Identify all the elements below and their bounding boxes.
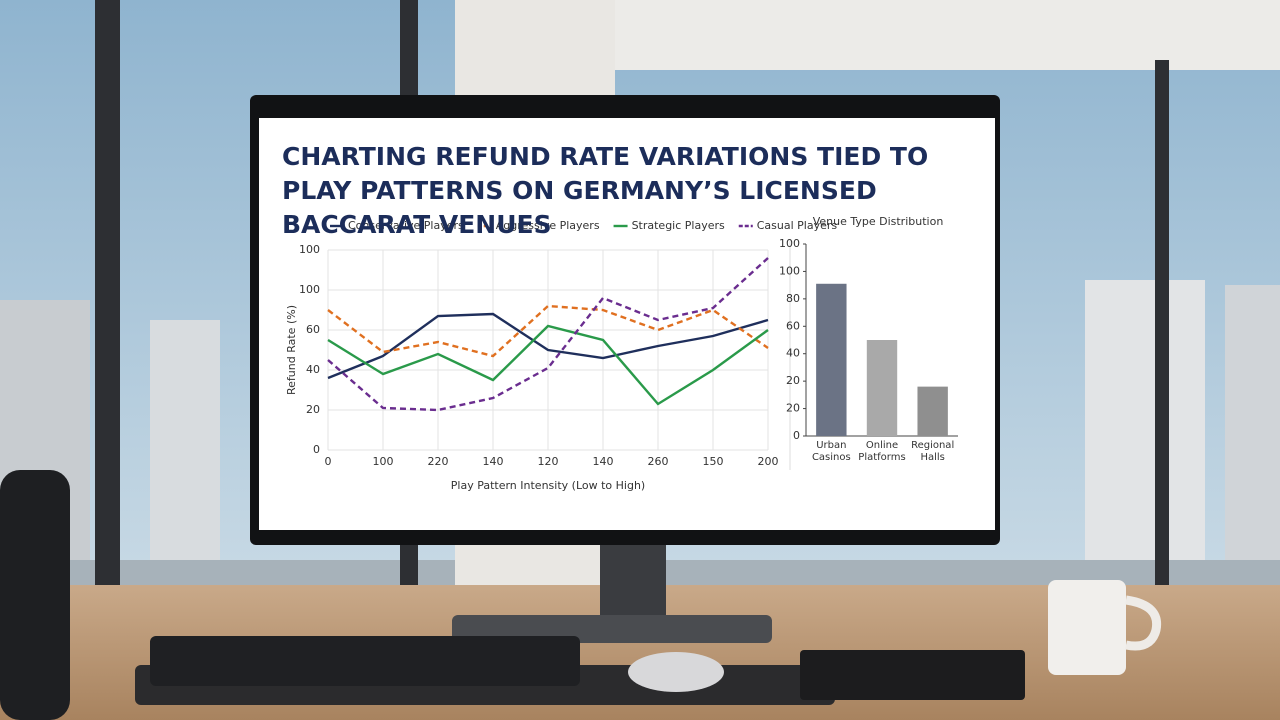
legend-label: Casual Players bbox=[757, 219, 838, 232]
y-tick-label: 0 bbox=[793, 429, 800, 442]
y-tick-label: 80 bbox=[786, 292, 800, 305]
monitor-stand bbox=[600, 540, 666, 625]
building bbox=[1085, 280, 1205, 580]
screen bbox=[259, 118, 995, 530]
x-tick-label: 0 bbox=[325, 455, 332, 468]
notebook bbox=[800, 650, 1025, 700]
chart-title: CHARTING REFUND RATE VARIATIONS TIED TO … bbox=[282, 142, 929, 239]
y-tick-label: 0 bbox=[313, 443, 320, 456]
x-tick-label: Online Platforms bbox=[858, 440, 906, 463]
y-tick-label: 60 bbox=[786, 319, 800, 332]
bar-chart-title: Venue Type Distribution bbox=[813, 215, 944, 228]
y-tick-label: 20 bbox=[306, 403, 320, 416]
series-line bbox=[327, 312, 769, 380]
window-frame bbox=[95, 0, 120, 600]
series-line bbox=[327, 324, 769, 406]
mouse bbox=[628, 652, 724, 692]
y-axis-label: Refund Rate (%) bbox=[285, 305, 298, 395]
x-tick-label: 220 bbox=[428, 455, 449, 468]
bar bbox=[917, 386, 948, 436]
y-tick-label: 100 bbox=[299, 243, 320, 256]
legend-label: Conservative Players bbox=[348, 219, 464, 232]
y-tick-label: 20 bbox=[786, 374, 800, 387]
y-tick-label: 60 bbox=[306, 323, 320, 336]
chair bbox=[0, 470, 70, 720]
x-tick-label: 120 bbox=[538, 455, 559, 468]
window-frame bbox=[1155, 60, 1169, 600]
mug-handle bbox=[1125, 595, 1162, 651]
y-tick-label: 20 bbox=[786, 402, 800, 415]
y-tick-label: 100 bbox=[779, 264, 800, 277]
y-tick-label: 100 bbox=[299, 283, 320, 296]
building bbox=[150, 320, 220, 560]
legend-label: Aggressive Players bbox=[496, 219, 600, 232]
y-tick-label: 40 bbox=[306, 363, 320, 376]
x-tick-label: 150 bbox=[703, 455, 724, 468]
x-tick-label: 200 bbox=[758, 455, 779, 468]
legend-label: Strategic Players bbox=[632, 219, 725, 232]
x-tick-label: Urban Casinos bbox=[811, 440, 851, 463]
bar bbox=[866, 340, 898, 436]
y-tick-label: 40 bbox=[786, 347, 800, 360]
y-tick-label: 100 bbox=[779, 237, 800, 250]
ceiling bbox=[615, 0, 1280, 70]
x-tick-label: 100 bbox=[373, 455, 394, 468]
x-tick-label: 140 bbox=[593, 455, 614, 468]
x-axis-label: Play Pattern Intensity (Low to High) bbox=[451, 479, 645, 492]
building bbox=[1225, 285, 1280, 585]
x-tick-label: 140 bbox=[483, 455, 504, 468]
x-tick-label: Regional Halls bbox=[911, 440, 955, 463]
bar bbox=[816, 283, 847, 436]
keyboard bbox=[150, 636, 580, 686]
mug bbox=[1048, 580, 1126, 675]
series-line bbox=[327, 257, 769, 412]
x-tick-label: 260 bbox=[648, 455, 669, 468]
